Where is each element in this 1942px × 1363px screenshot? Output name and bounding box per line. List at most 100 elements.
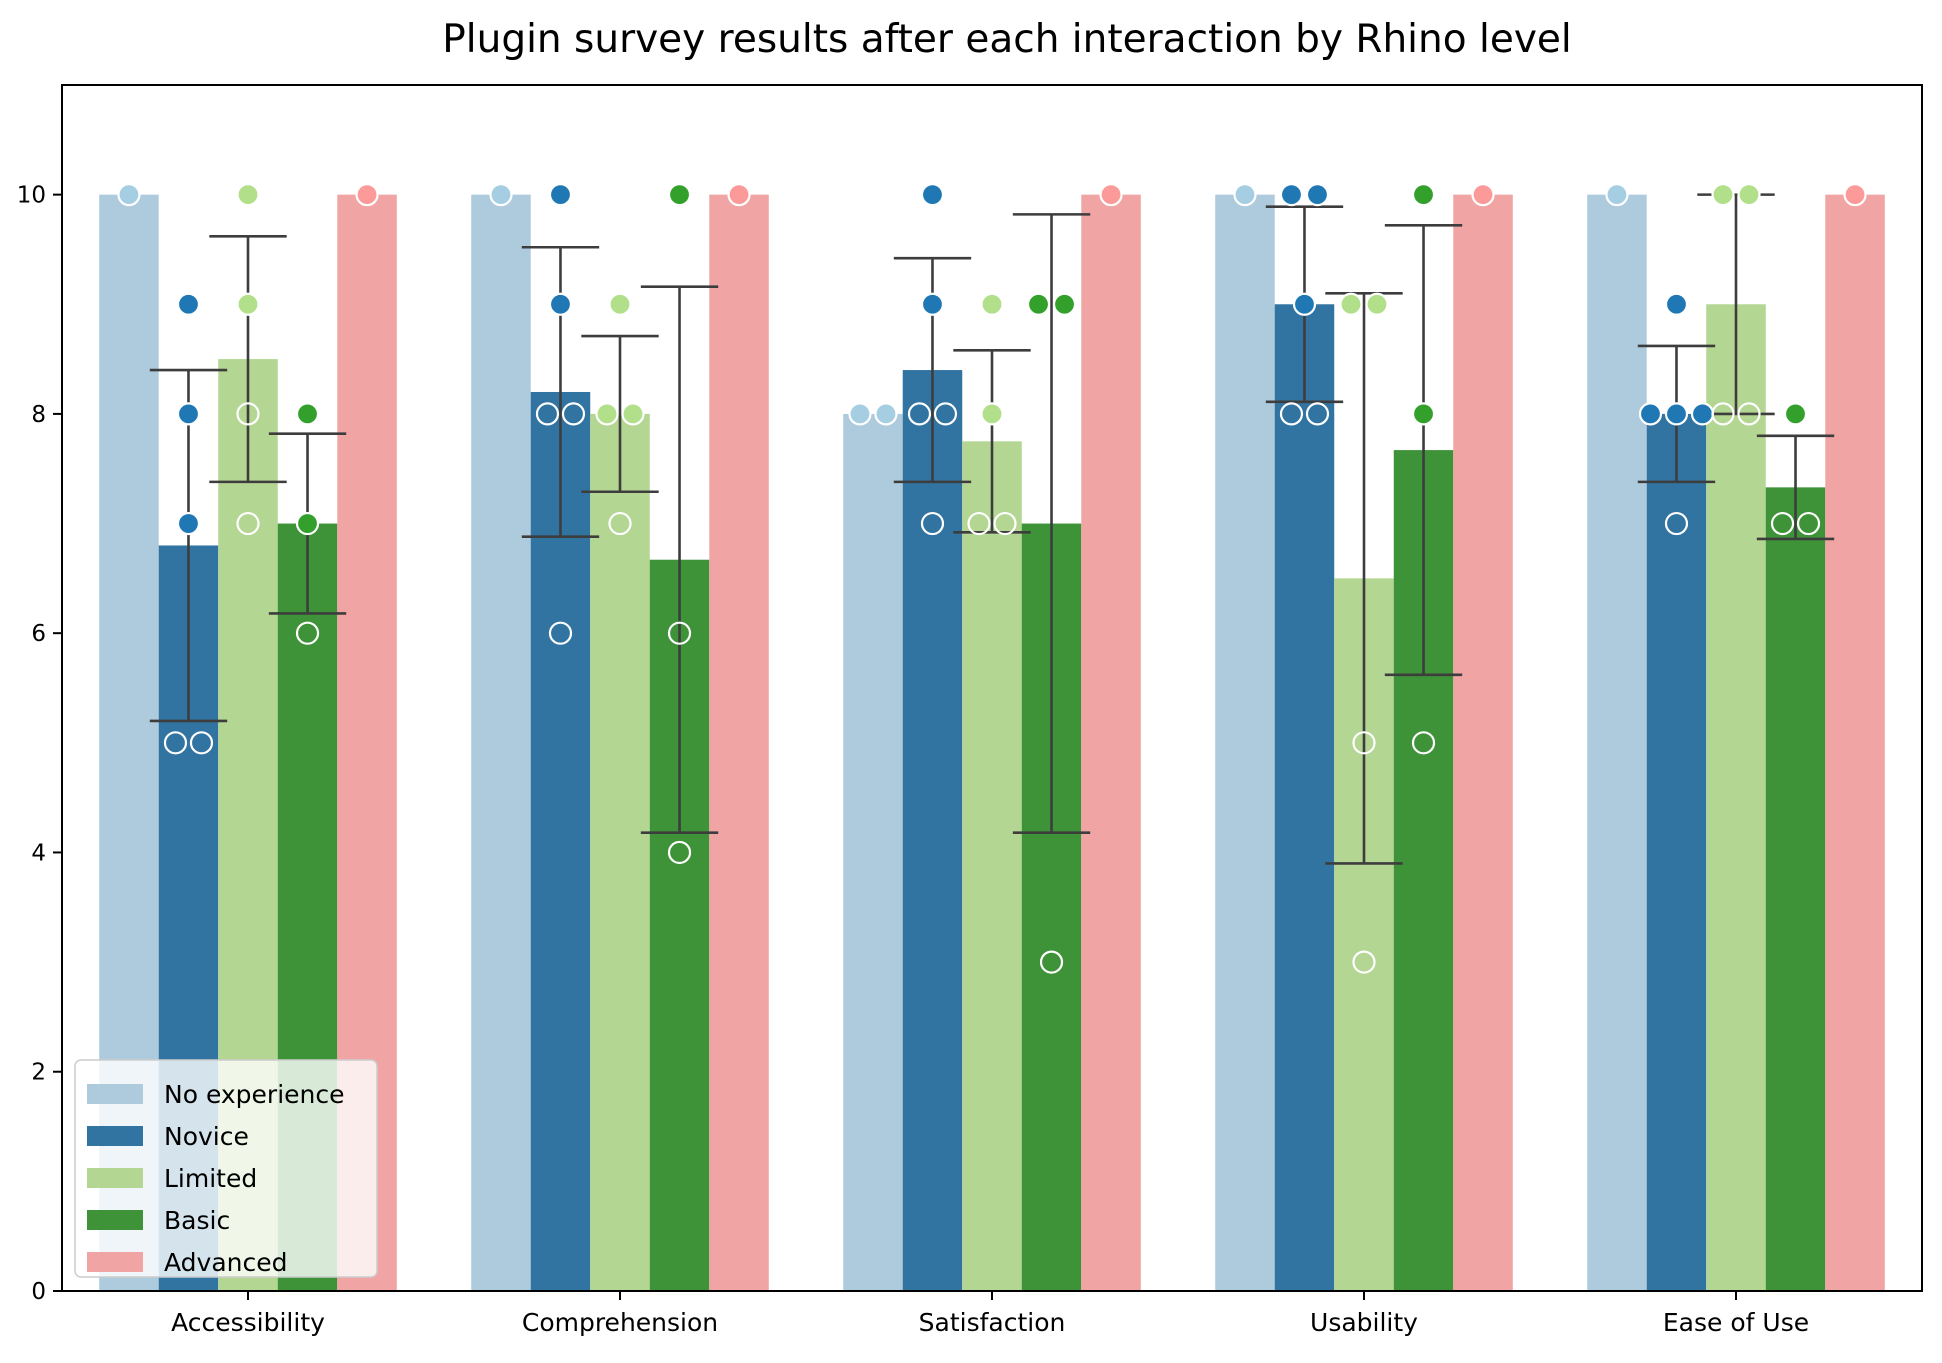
bar-2-4 bbox=[1706, 304, 1766, 1292]
point-1-2-1 bbox=[920, 292, 945, 316]
point-0-4-0 bbox=[1605, 183, 1629, 207]
point-3-4-2 bbox=[1796, 511, 1821, 536]
legend-label-3: Basic bbox=[164, 1206, 230, 1235]
point-2-0-3 bbox=[236, 511, 260, 536]
point-3-1-2 bbox=[667, 840, 692, 865]
bar-4-2 bbox=[1081, 194, 1141, 1292]
point-3-0-0 bbox=[295, 402, 320, 426]
point-1-0-1 bbox=[176, 402, 201, 426]
x-tick-label-2: Satisfaction bbox=[919, 1308, 1066, 1337]
point-1-4-4 bbox=[1664, 511, 1689, 536]
legend-label-4: Advanced bbox=[164, 1248, 288, 1277]
point-2-2-3 bbox=[993, 511, 1017, 536]
bar-0-4 bbox=[1587, 194, 1647, 1292]
point-1-0-2 bbox=[176, 511, 201, 536]
point-1-3-4 bbox=[1305, 402, 1330, 426]
point-2-0-1 bbox=[236, 292, 260, 316]
point-2-4-2 bbox=[1711, 402, 1735, 426]
y-tick-label-3: 6 bbox=[31, 621, 46, 647]
point-2-1-2 bbox=[621, 402, 645, 426]
point-1-3-0 bbox=[1279, 183, 1304, 207]
legend-label-1: Novice bbox=[164, 1122, 249, 1151]
point-3-0-1 bbox=[295, 511, 320, 536]
point-1-1-3 bbox=[561, 402, 586, 426]
legend-swatch-1 bbox=[87, 1126, 143, 1146]
point-3-3-0 bbox=[1411, 183, 1436, 207]
point-1-1-0 bbox=[548, 183, 573, 207]
point-4-4-0 bbox=[1843, 183, 1867, 207]
y-tick-label-1: 2 bbox=[31, 1060, 46, 1086]
point-3-4-1 bbox=[1770, 511, 1795, 536]
point-4-0-0 bbox=[355, 183, 379, 207]
point-1-3-2 bbox=[1292, 292, 1317, 316]
bar-0-2 bbox=[843, 413, 903, 1292]
bar-2-1 bbox=[590, 413, 650, 1292]
bar-4-4 bbox=[1825, 194, 1885, 1292]
x-tick-label-0: Accessibility bbox=[171, 1308, 325, 1337]
bar-3-4 bbox=[1765, 487, 1826, 1291]
point-2-3-1 bbox=[1365, 292, 1389, 316]
point-2-3-3 bbox=[1352, 950, 1376, 974]
point-1-2-4 bbox=[920, 511, 945, 536]
bar-2-2 bbox=[962, 441, 1022, 1291]
point-3-4-0 bbox=[1783, 402, 1808, 426]
bar-1-1 bbox=[530, 391, 591, 1291]
axes-layer: 0 2 4 6 8 10 Accessibility Comprehension Satisfa… bbox=[17, 84, 1923, 1337]
point-4-2-0 bbox=[1099, 183, 1123, 207]
point-3-3-1 bbox=[1411, 402, 1436, 426]
point-3-1-1 bbox=[667, 621, 692, 645]
y-tick-label-2: 4 bbox=[31, 840, 46, 866]
point-2-4-0 bbox=[1711, 183, 1735, 207]
legend-box bbox=[74, 1059, 378, 1278]
point-0-0-0 bbox=[117, 183, 141, 207]
x-tick-label-3: Usability bbox=[1310, 1308, 1418, 1337]
point-1-2-3 bbox=[933, 402, 958, 426]
point-3-2-2 bbox=[1039, 950, 1064, 974]
point-3-2-0 bbox=[1026, 292, 1051, 316]
point-0-2-0 bbox=[848, 402, 872, 426]
point-2-4-3 bbox=[1737, 402, 1761, 426]
point-3-3-2 bbox=[1411, 731, 1436, 755]
point-3-0-2 bbox=[295, 621, 320, 645]
point-2-2-2 bbox=[967, 511, 991, 536]
point-1-0-0 bbox=[176, 292, 201, 316]
bar-1-3 bbox=[1274, 304, 1335, 1292]
point-1-2-0 bbox=[920, 183, 945, 207]
bar-4-3 bbox=[1453, 194, 1513, 1292]
points-layer bbox=[117, 183, 1867, 974]
point-1-4-1 bbox=[1638, 402, 1663, 426]
point-2-2-1 bbox=[980, 402, 1004, 426]
point-2-3-0 bbox=[1339, 292, 1363, 316]
x-tick-label-1: Comprehension bbox=[522, 1308, 718, 1337]
point-1-1-2 bbox=[535, 402, 560, 426]
legend-label-0: No experience bbox=[164, 1080, 345, 1109]
point-2-0-0 bbox=[236, 183, 260, 207]
legend: No experience Novice Limited Basic Advanced bbox=[74, 1059, 378, 1278]
y-tick-label-0: 0 bbox=[31, 1279, 46, 1305]
point-1-3-1 bbox=[1305, 183, 1330, 207]
point-2-1-1 bbox=[595, 402, 619, 426]
y-tick-label-4: 8 bbox=[31, 402, 46, 428]
bar-1-4 bbox=[1646, 413, 1707, 1292]
point-4-1-0 bbox=[727, 183, 751, 207]
point-1-1-1 bbox=[548, 292, 573, 316]
point-2-1-3 bbox=[608, 511, 632, 536]
point-1-4-0 bbox=[1664, 292, 1689, 316]
chart-title: Plugin survey results after each interac… bbox=[442, 17, 1571, 62]
bar-1-2 bbox=[902, 370, 963, 1291]
legend-swatch-0 bbox=[87, 1084, 143, 1104]
legend-swatch-4 bbox=[87, 1252, 143, 1272]
legend-swatch-2 bbox=[87, 1168, 143, 1188]
point-2-4-1 bbox=[1737, 183, 1761, 207]
point-0-3-0 bbox=[1233, 183, 1257, 207]
point-1-3-3 bbox=[1279, 402, 1304, 426]
y-tick-label-5: 10 bbox=[17, 183, 46, 209]
point-1-4-3 bbox=[1690, 402, 1715, 426]
bar-0-3 bbox=[1215, 194, 1275, 1292]
point-0-2-1 bbox=[874, 402, 898, 426]
point-2-1-0 bbox=[608, 292, 632, 316]
point-2-2-0 bbox=[980, 292, 1004, 316]
point-2-3-2 bbox=[1352, 731, 1376, 755]
error-bars-layer bbox=[149, 193, 1835, 865]
